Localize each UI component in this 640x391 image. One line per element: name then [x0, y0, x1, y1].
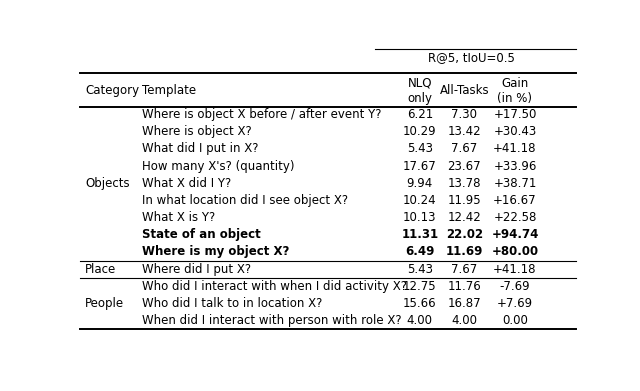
- Text: +22.58: +22.58: [493, 211, 537, 224]
- Text: +80.00: +80.00: [492, 246, 538, 258]
- Text: 4.00: 4.00: [451, 314, 477, 327]
- Text: What X is Y?: What X is Y?: [142, 211, 215, 224]
- Text: 6.49: 6.49: [405, 246, 435, 258]
- Text: 13.78: 13.78: [447, 177, 481, 190]
- Text: +7.69: +7.69: [497, 297, 533, 310]
- Text: +94.74: +94.74: [492, 228, 539, 241]
- Text: 11.31: 11.31: [401, 228, 438, 241]
- Text: Place: Place: [85, 263, 116, 276]
- Text: People: People: [85, 297, 124, 310]
- Text: 0.00: 0.00: [502, 314, 528, 327]
- Text: +41.18: +41.18: [493, 263, 537, 276]
- Text: 10.29: 10.29: [403, 126, 436, 138]
- Text: Where is my object X?: Where is my object X?: [142, 246, 289, 258]
- Text: 13.42: 13.42: [447, 126, 481, 138]
- Text: What did I put in X?: What did I put in X?: [142, 142, 259, 156]
- Text: +16.67: +16.67: [493, 194, 537, 207]
- Text: Gain
(in %): Gain (in %): [497, 77, 532, 104]
- Text: 10.13: 10.13: [403, 211, 436, 224]
- Text: 4.00: 4.00: [407, 314, 433, 327]
- Text: R@5, tIoU=0.5: R@5, tIoU=0.5: [428, 51, 515, 64]
- Text: Who did I talk to in location X?: Who did I talk to in location X?: [142, 297, 323, 310]
- Text: 23.67: 23.67: [447, 160, 481, 173]
- Text: Who did I interact with when I did activity X?: Who did I interact with when I did activ…: [142, 280, 407, 293]
- Text: Category: Category: [85, 84, 139, 97]
- Text: 7.30: 7.30: [451, 108, 477, 121]
- Text: 22.02: 22.02: [446, 228, 483, 241]
- Text: 12.42: 12.42: [447, 211, 481, 224]
- Text: How many X's? (quantity): How many X's? (quantity): [142, 160, 294, 173]
- Text: +38.71: +38.71: [493, 177, 537, 190]
- Text: +41.18: +41.18: [493, 142, 537, 156]
- Text: 11.95: 11.95: [447, 194, 481, 207]
- Text: 16.87: 16.87: [447, 297, 481, 310]
- Text: When did I interact with person with role X?: When did I interact with person with rol…: [142, 314, 402, 327]
- Text: +17.50: +17.50: [493, 108, 537, 121]
- Text: 5.43: 5.43: [407, 263, 433, 276]
- Text: 9.94: 9.94: [406, 177, 433, 190]
- Text: 12.75: 12.75: [403, 280, 436, 293]
- Text: 17.67: 17.67: [403, 160, 436, 173]
- Text: Where is object X before / after event Y?: Where is object X before / after event Y…: [142, 108, 381, 121]
- Text: 15.66: 15.66: [403, 297, 436, 310]
- Text: Objects: Objects: [85, 177, 129, 190]
- Text: 10.24: 10.24: [403, 194, 436, 207]
- Text: +33.96: +33.96: [493, 160, 537, 173]
- Text: Where did I put X?: Where did I put X?: [142, 263, 251, 276]
- Text: NLQ
only: NLQ only: [407, 77, 432, 104]
- Text: 6.21: 6.21: [406, 108, 433, 121]
- Text: 7.67: 7.67: [451, 263, 477, 276]
- Text: Where is object X?: Where is object X?: [142, 126, 252, 138]
- Text: What X did I Y?: What X did I Y?: [142, 177, 231, 190]
- Text: All-Tasks: All-Tasks: [440, 84, 489, 97]
- Text: Template: Template: [142, 84, 196, 97]
- Text: In what location did I see object X?: In what location did I see object X?: [142, 194, 348, 207]
- Text: 7.67: 7.67: [451, 142, 477, 156]
- Text: 11.69: 11.69: [445, 246, 483, 258]
- Text: 11.76: 11.76: [447, 280, 481, 293]
- Text: 5.43: 5.43: [407, 142, 433, 156]
- Text: +30.43: +30.43: [493, 126, 536, 138]
- Text: -7.69: -7.69: [500, 280, 531, 293]
- Text: State of an object: State of an object: [142, 228, 260, 241]
